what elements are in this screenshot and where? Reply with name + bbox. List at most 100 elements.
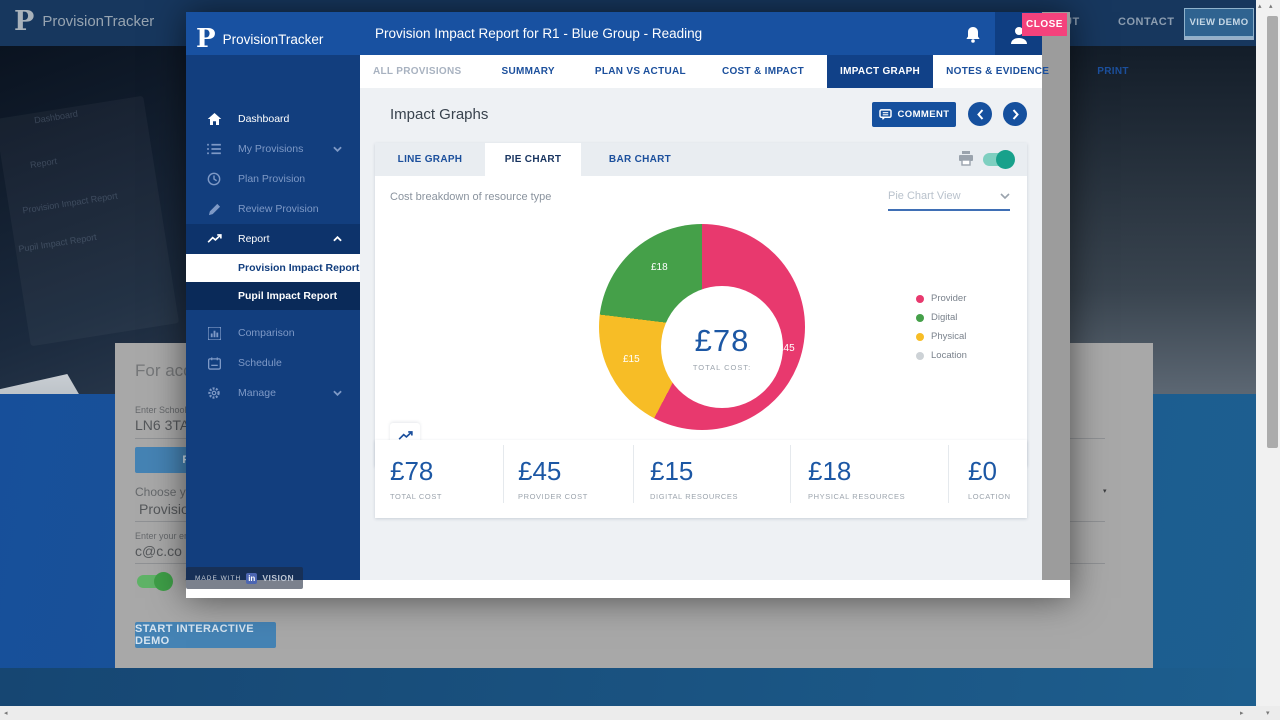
trending-up-icon xyxy=(398,431,413,440)
invision-logo-icon: in xyxy=(246,572,258,584)
slice-label-provider: £45 xyxy=(778,343,795,354)
donut-center: £78 TOTAL COST: xyxy=(661,286,783,408)
next-button[interactable] xyxy=(1003,102,1027,126)
stat-total-cost: £78 TOTAL COST xyxy=(390,456,443,501)
comment-button[interactable]: COMMENT xyxy=(872,102,956,127)
chevron-up-icon xyxy=(333,236,342,242)
scroll-left-icon[interactable]: ◂ xyxy=(4,710,8,717)
legend-dot xyxy=(916,313,924,322)
school-postcode-label: Enter School P xyxy=(135,405,196,415)
tab-plan-vs-actual[interactable]: PLAN VS ACTUAL xyxy=(594,66,686,77)
user-icon xyxy=(1010,27,1027,44)
close-button[interactable]: CLOSE xyxy=(1022,13,1067,36)
chart-view-dropdown[interactable]: Pie Chart View xyxy=(888,183,1010,211)
sidebar-item-dashboard[interactable]: Dashboard xyxy=(186,104,360,134)
stats-card: £78 TOTAL COST £45 PROVIDER COST £15 DIG… xyxy=(375,440,1027,518)
prev-button[interactable] xyxy=(968,102,992,126)
subtab-bar-chart[interactable]: BAR CHART xyxy=(608,154,672,165)
tab-cost-impact[interactable]: COST & IMPACT xyxy=(721,66,804,77)
legend-item-location[interactable]: Location xyxy=(916,350,967,361)
scroll-up-icon[interactable]: ▴ xyxy=(1269,3,1273,10)
legend-dot xyxy=(916,294,924,303)
modal-sidebar: Dashboard My Provisions Plan Provision R… xyxy=(186,55,360,580)
subtab-pie-chart[interactable]: PIE CHART xyxy=(485,143,581,176)
start-interactive-demo-button[interactable]: START INTERACTIVE DEMO xyxy=(135,622,276,648)
toggle-knob xyxy=(996,150,1015,169)
background-brand: P ProvisionTracker xyxy=(14,8,154,35)
modal-bottom-strip xyxy=(186,580,1070,598)
stat-physical-resources: £18 PHYSICAL RESOURCES xyxy=(808,456,906,501)
email-value[interactable]: c@c.co xyxy=(135,543,182,559)
school-postcode-value[interactable]: LN6 3TA xyxy=(135,417,190,433)
stat-provider-cost: £45 PROVIDER COST xyxy=(518,456,588,501)
background-brand-text: ProvisionTracker xyxy=(42,13,155,30)
trending-up-icon xyxy=(206,234,222,244)
legend-item-provider[interactable]: Provider xyxy=(916,293,966,304)
stat-location: £0 LOCATION xyxy=(968,456,1011,501)
chart-toggle[interactable] xyxy=(983,150,1015,169)
provisiontracker-logo-icon: P xyxy=(196,24,216,54)
tab-impact-graph[interactable]: IMPACT GRAPH xyxy=(827,55,934,88)
clock-icon xyxy=(206,172,222,186)
modal-title: Provision Impact Report for R1 - Blue Gr… xyxy=(375,26,703,41)
page-title: Impact Graphs xyxy=(390,106,489,123)
sidebar-item-manage[interactable]: Manage xyxy=(186,378,360,408)
print-icon[interactable] xyxy=(958,151,974,166)
view-demo-button[interactable]: VIEW DEMO xyxy=(1184,8,1254,37)
divider xyxy=(790,445,791,503)
chart-caption: Cost breakdown of resource type xyxy=(390,191,552,203)
choose-provision-label: Choose yo xyxy=(135,485,193,499)
scroll-corner-icon: ▾ xyxy=(1266,710,1270,717)
divider xyxy=(948,445,949,503)
background-hero-image: Dashboard Report Provision Impact Report… xyxy=(0,46,186,411)
modal-brand-text: ProvisionTracker xyxy=(222,31,324,47)
legend-item-physical[interactable]: Physical xyxy=(916,331,966,342)
sidebar-subitem-pupil-impact-report[interactable]: Pupil Impact Report xyxy=(186,282,360,310)
pencil-icon xyxy=(206,203,222,216)
tab-notes-evidence[interactable]: NOTES & EVIDENCE xyxy=(946,66,1050,77)
vertical-scrollbar[interactable]: ▴ ▴ xyxy=(1256,0,1280,706)
scroll-up-icon[interactable]: ▴ xyxy=(1258,3,1262,10)
modal-content: Impact Graphs COMMENT LINE GRAPH PIE CHA… xyxy=(360,88,1042,580)
consent-toggle[interactable] xyxy=(137,572,173,591)
sidebar-item-my-provisions[interactable]: My Provisions xyxy=(186,134,360,164)
scrollbar-thumb[interactable] xyxy=(1267,16,1278,448)
modal-header: Provision Impact Report for R1 - Blue Gr… xyxy=(186,12,1042,55)
nav-item-contact[interactable]: CONTACT xyxy=(1118,16,1175,28)
sidebar-item-schedule[interactable]: Schedule xyxy=(186,348,360,378)
background-hero-image-right xyxy=(1042,46,1256,394)
sidebar-item-comparison[interactable]: Comparison xyxy=(186,318,360,348)
sidebar-item-report[interactable]: Report xyxy=(186,224,360,254)
modal-scroll-gutter[interactable] xyxy=(1042,12,1070,580)
sidebar-item-review-provision[interactable]: Review Provision xyxy=(186,194,360,224)
subtab-line-graph[interactable]: LINE GRAPH xyxy=(397,154,463,165)
slice-label-physical: £15 xyxy=(623,354,640,365)
divider xyxy=(503,445,504,503)
chevron-down-icon xyxy=(333,146,342,152)
bar-chart-icon xyxy=(206,326,222,340)
tab-summary[interactable]: SUMMARY xyxy=(501,66,555,77)
sidebar-item-plan-provision[interactable]: Plan Provision xyxy=(186,164,360,194)
background-bottom-band xyxy=(0,668,1256,706)
calendar-icon xyxy=(206,356,222,370)
horizontal-scrollbar[interactable]: ◂ ▸ ▾ xyxy=(0,706,1280,720)
chevron-down-icon xyxy=(333,390,342,396)
notifications-bell-icon[interactable] xyxy=(961,23,985,47)
total-cost-label: TOTAL COST: xyxy=(692,362,752,372)
stat-digital-resources: £15 DIGITAL RESOURCES xyxy=(650,456,739,501)
modal-brand: P ProvisionTracker xyxy=(196,26,323,52)
provisiontracker-logo-icon: P xyxy=(14,6,35,37)
tab-all-provisions[interactable]: ALL PROVISIONS xyxy=(373,66,462,77)
tab-print[interactable]: PRINT xyxy=(1097,66,1129,77)
chart-type-tabs: LINE GRAPH PIE CHART BAR CHART xyxy=(375,143,1027,176)
legend-dot xyxy=(916,332,924,341)
provision-impact-report-modal: Provision Impact Report for R1 - Blue Gr… xyxy=(186,12,1128,598)
gear-icon xyxy=(206,386,222,400)
select-arrow-icon: ▾ xyxy=(1103,488,1107,495)
legend-item-digital[interactable]: Digital xyxy=(916,312,957,323)
legend-dot xyxy=(916,351,924,360)
scroll-right-icon[interactable]: ▸ xyxy=(1240,710,1244,717)
sidebar-subitem-provision-impact-report[interactable]: Provision Impact Report xyxy=(186,254,360,282)
made-with-invision-badge[interactable]: MADE WITH in VISION xyxy=(186,567,304,589)
chart-card: LINE GRAPH PIE CHART BAR CHART Cost brea… xyxy=(375,143,1027,466)
